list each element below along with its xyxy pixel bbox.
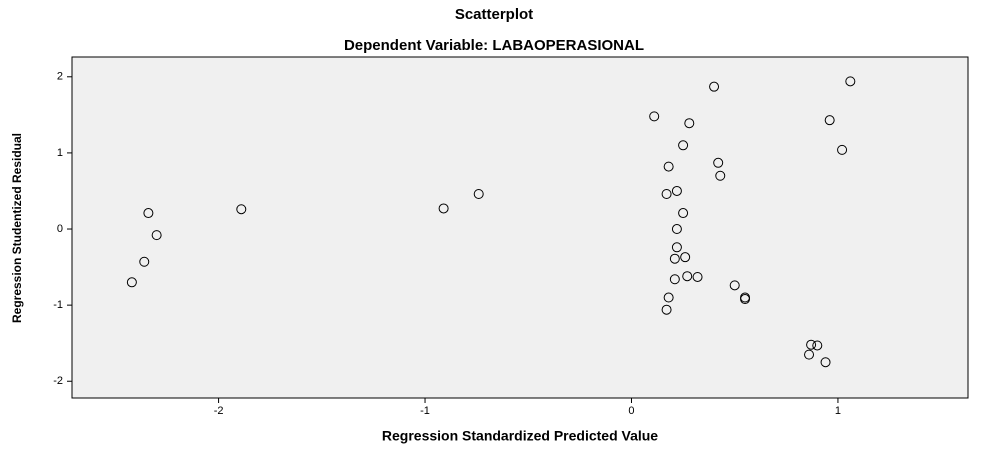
point xyxy=(845,76,856,87)
point xyxy=(669,274,680,285)
y-tick-label: -2 xyxy=(53,375,63,387)
plot-area xyxy=(71,56,969,399)
point xyxy=(804,349,815,360)
point xyxy=(715,170,726,181)
point xyxy=(671,224,682,235)
point xyxy=(473,189,484,200)
y-axis-label: Regression Studentized Residual xyxy=(10,133,24,323)
point xyxy=(709,81,720,92)
point xyxy=(139,256,150,267)
point xyxy=(684,118,695,129)
point xyxy=(806,339,817,350)
y-tick-label: 2 xyxy=(57,71,63,83)
point xyxy=(143,208,154,219)
point xyxy=(729,280,740,291)
point xyxy=(671,185,682,196)
x-axis-label: Regression Standardized Predicted Value xyxy=(382,428,658,444)
point xyxy=(661,304,672,315)
point xyxy=(820,357,831,368)
y-tick-label: 0 xyxy=(57,223,63,235)
point xyxy=(682,271,693,282)
point xyxy=(680,252,691,263)
point xyxy=(678,140,689,151)
point xyxy=(126,277,137,288)
point xyxy=(663,161,674,172)
point xyxy=(669,253,680,264)
point xyxy=(661,189,672,200)
point xyxy=(812,340,823,351)
point xyxy=(438,203,449,214)
point xyxy=(837,144,848,155)
x-tick-label: 1 xyxy=(835,405,841,417)
point xyxy=(824,115,835,126)
point xyxy=(151,230,162,241)
point xyxy=(678,208,689,219)
x-tick-label: 0 xyxy=(628,405,634,417)
y-tick-label: -1 xyxy=(53,299,63,311)
x-tick-label: -1 xyxy=(420,405,430,417)
x-tick-label: -2 xyxy=(214,405,224,417)
y-tick-label: 1 xyxy=(57,147,63,159)
point xyxy=(649,111,660,122)
point xyxy=(740,294,751,305)
chart-title: Scatterplot xyxy=(455,6,533,23)
point xyxy=(236,204,247,215)
point xyxy=(692,271,703,282)
point xyxy=(663,292,674,303)
point xyxy=(713,157,724,168)
point xyxy=(671,242,682,253)
chart-subtitle: Dependent Variable: LABAOPERASIONAL xyxy=(344,37,644,54)
